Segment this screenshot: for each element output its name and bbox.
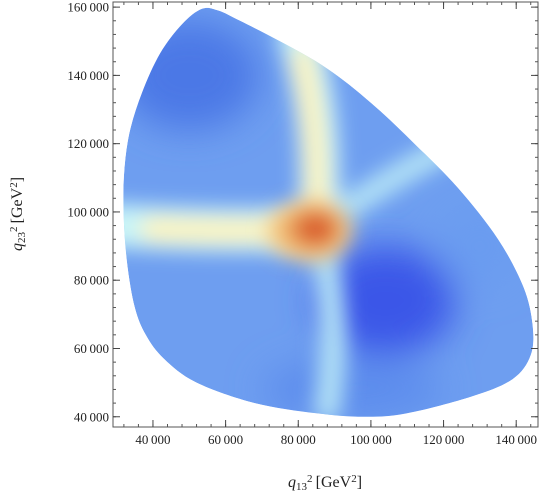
x-axis-ticks: 40 000 60 000 80 000 100 000 120 000 140 000 (123, 2, 537, 447)
y-tick-label: 120 000 (67, 136, 109, 151)
x-tick-label: 60 000 (208, 432, 243, 447)
right-lobe (439, 206, 520, 287)
x-tick-label: 100 000 (350, 432, 392, 447)
hotspot-shading (268, 201, 353, 262)
x-tick-label: 80 000 (281, 432, 316, 447)
y-tick-label: 60 000 (74, 341, 109, 356)
x-tick-label: 40 000 (135, 432, 170, 447)
hotspot-core (302, 217, 331, 242)
y-axis-title: q232 [GeV2] (8, 177, 28, 251)
x-axis-title: q132 [GeV2] (288, 473, 362, 493)
y-tick-label: 140 000 (67, 68, 109, 83)
coldspot-region (315, 245, 456, 356)
plot-frame (112, 1, 539, 428)
heatmap-region (123, 7, 534, 417)
x-tick-label: 120 000 (423, 432, 465, 447)
x-tick-label: 140 000 (495, 432, 537, 447)
y-tick-label: 80 000 (74, 273, 109, 288)
upper-left-lobe (123, 20, 260, 131)
y-tick-label: 40 000 (74, 409, 109, 424)
y-tick-label: 160 000 (67, 0, 109, 15)
y-tick-label: 100 000 (67, 204, 109, 219)
lower-lobe (262, 359, 443, 417)
y-axis-ticks: 40 000 60 000 80 000 100 000 120 000 140 000 1… (67, 0, 538, 424)
